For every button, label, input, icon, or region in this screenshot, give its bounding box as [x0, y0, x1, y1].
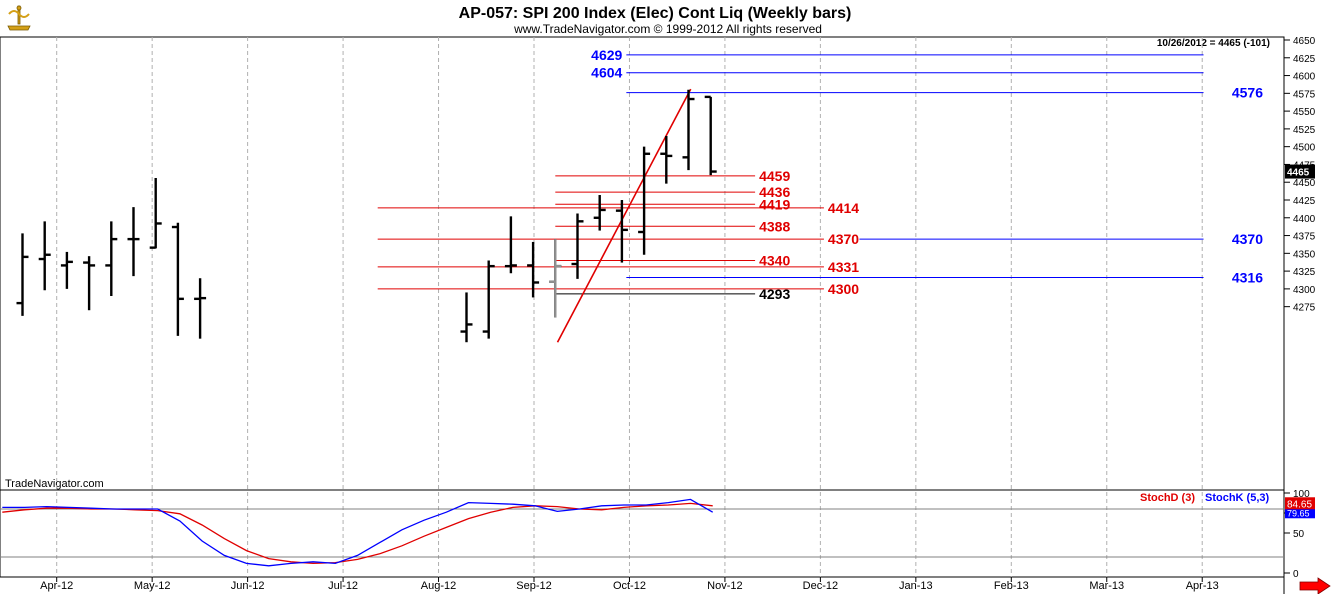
- ohlc-bar: [504, 216, 517, 274]
- trend-line-group: [556, 88, 692, 343]
- ohlc-bar: [704, 95, 717, 176]
- level-label-4436: 4436: [759, 184, 790, 200]
- stoch-y-tick-label: 0: [1293, 569, 1299, 580]
- stochk-value-label: 79.65: [1287, 508, 1310, 518]
- level-label-4629: 4629: [591, 47, 622, 63]
- ohlc-bar: [482, 260, 495, 339]
- ohlc-bar: [615, 199, 628, 263]
- ohlc-bar: [60, 251, 73, 289]
- x-tick-label: Aug-12: [421, 580, 456, 592]
- x-tick-label: Jun-12: [231, 580, 265, 592]
- x-tick-label: Sep-12: [516, 580, 551, 592]
- x-tick-label: Apr-13: [1186, 580, 1219, 592]
- stoch-y-tick-label: 100: [1293, 489, 1310, 500]
- level-label-4414: 4414: [828, 200, 859, 216]
- y-tick-label: 4550: [1293, 107, 1316, 118]
- current-price-label: 4465: [1287, 168, 1310, 179]
- level-label-4459: 4459: [759, 168, 790, 184]
- y-tick-label: 4625: [1293, 54, 1316, 65]
- y-tick-label: 4500: [1293, 143, 1316, 154]
- price-bars: [16, 89, 717, 343]
- last-value-note: 10/26/2012 = 4465 (-101): [1157, 38, 1270, 49]
- ohlc-bar: [527, 241, 540, 298]
- ohlc-bar: [38, 221, 51, 291]
- y-tick-label: 4650: [1293, 36, 1316, 47]
- level-label-4576: 4576: [1232, 85, 1263, 101]
- ohlc-bar: [16, 233, 29, 316]
- level-label-4293: 4293: [759, 286, 790, 302]
- y-tick-label: 4450: [1293, 178, 1316, 189]
- tradenavigator-logo-icon: [7, 5, 31, 31]
- ohlc-bar: [171, 222, 184, 336]
- current-price-badge: 4465: [1285, 164, 1315, 179]
- month-x-axis: Apr-12 May-12 Jun-12 Jul-12 Aug-12 Sep-12 Oct-…: [40, 577, 1219, 592]
- x-tick-label: Oct-12: [613, 580, 646, 592]
- level-label-4300: 4300: [828, 281, 859, 297]
- ohlc-bar: [149, 177, 162, 249]
- stoch-y-tick-label: 50: [1293, 529, 1305, 540]
- ohlc-bar: [83, 256, 96, 311]
- ohlc-bar: [593, 195, 606, 231]
- level-label-4388: 4388: [759, 218, 790, 234]
- legend-entry-stochk: StochK (5,3): [1205, 492, 1270, 504]
- chart-subtitle: www.TradeNavigator.com © 1999-2012 All r…: [513, 22, 822, 36]
- y-tick-label: 4275: [1293, 303, 1316, 314]
- y-tick-label: 4350: [1293, 249, 1316, 260]
- level-label-4370: 4370: [828, 231, 859, 247]
- x-tick-label: Jan-13: [899, 580, 933, 592]
- y-tick-label: 4425: [1293, 196, 1316, 207]
- vertical-gridlines: [56, 37, 1203, 577]
- price-panel-frame: [0, 36, 1285, 491]
- ohlc-bar: [660, 135, 673, 184]
- y-tick-label: 4300: [1293, 285, 1316, 296]
- level-label-4604: 4604: [591, 65, 622, 81]
- stoch-panel-frame: [0, 489, 1285, 578]
- stochd-value-badge-bg: [1285, 497, 1315, 510]
- x-tick-label: Apr-12: [40, 580, 73, 592]
- x-tick-label: Jul-12: [328, 580, 358, 592]
- y-tick-label: 4600: [1293, 72, 1316, 83]
- legend-entry-stochd: StochD (3): [1140, 492, 1195, 504]
- ohlc-bar: [682, 89, 695, 171]
- level-label-4316: 4316: [1232, 270, 1263, 286]
- y-tick-label: 4525: [1293, 125, 1316, 136]
- level-label-4370: 4370: [1232, 231, 1263, 247]
- ohlc-bar: [571, 213, 584, 279]
- current-price-badge-bg: [1285, 164, 1315, 179]
- ohlc-bar: [638, 146, 651, 255]
- ohlc-bar: [127, 207, 140, 277]
- chart-title: AP-057: SPI 200 Index (Elec) Cont Liq (W…: [459, 5, 852, 22]
- ohlc-bar: [105, 221, 118, 296]
- trend-line: [556, 88, 692, 343]
- stoch-series-stochk: [2, 498, 714, 567]
- stochd-value-label: 84.65: [1287, 499, 1312, 510]
- x-tick-label: Dec-12: [803, 580, 838, 592]
- scroll-right-arrow-icon[interactable]: [1299, 577, 1331, 594]
- level-label-4419: 4419: [759, 196, 790, 212]
- ohlc-bar: [460, 292, 473, 343]
- ohlc-bar: [194, 278, 207, 339]
- watermark-text: TradeNavigator.com: [5, 478, 104, 490]
- x-tick-label: May-12: [134, 580, 171, 592]
- y-tick-label: 4400: [1293, 214, 1316, 225]
- level-label-4340: 4340: [759, 252, 790, 268]
- y-tick-label: 4375: [1293, 232, 1316, 243]
- x-tick-label: Nov-12: [707, 580, 742, 592]
- highlight-bar: [549, 239, 562, 318]
- y-tick-label: 4325: [1293, 267, 1316, 278]
- y-tick-label: 4575: [1293, 89, 1316, 100]
- x-tick-label: Mar-13: [1089, 580, 1124, 592]
- x-tick-label: Feb-13: [994, 580, 1029, 592]
- level-label-4331: 4331: [828, 259, 859, 275]
